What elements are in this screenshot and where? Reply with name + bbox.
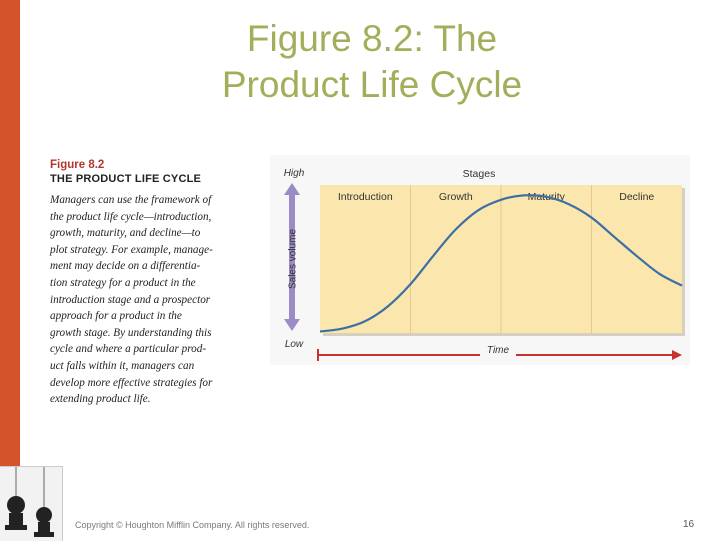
caption-line: tion strategy for a product in the	[50, 276, 196, 289]
slide-title-line-1: Figure 8.2: The	[246, 18, 498, 59]
page-number: 16	[683, 519, 695, 530]
x-axis-label: Time	[487, 345, 510, 356]
caption-line: cycle and where a particular prod-	[50, 343, 207, 356]
chess-pieces-icon	[5, 467, 54, 537]
caption-line: uct falls within it, managers can	[50, 359, 195, 372]
caption-line: introduction stage and a prospector	[50, 293, 211, 306]
y-high-label: High	[284, 168, 305, 179]
caption-line: growth, maturity, and decline—to	[50, 227, 201, 240]
figure-caption: Figure 8.2 THE PRODUCT LIFE CYCLE Manage…	[50, 158, 232, 408]
caption-line: the product life cycle—introduction,	[50, 210, 212, 223]
stage-label: Decline	[619, 191, 654, 203]
caption-text: Managers can use the framework of the pr…	[50, 192, 232, 408]
y-axis-label: Sales volume	[288, 229, 299, 289]
stage-label: Growth	[439, 191, 473, 203]
caption-line: approach for a product in the	[50, 310, 182, 323]
product-life-cycle-chart: Introduction Growth Maturity DeclineStagesH…	[270, 155, 690, 365]
y-low-label: Low	[285, 339, 304, 350]
caption-line: extending product life.	[50, 393, 151, 406]
sales-volume-arrow-up	[284, 183, 300, 195]
time-arrow-head	[672, 350, 682, 360]
left-accent-bar	[0, 0, 20, 540]
figure-number: Figure 8.2	[50, 159, 105, 171]
sales-volume-arrow-shaft	[289, 193, 295, 321]
caption-line: growth stage. By understanding this	[50, 326, 212, 339]
sales-curve	[319, 194, 683, 333]
figure-title: THE PRODUCT LIFE CYCLE	[50, 173, 202, 185]
publisher-logo	[0, 466, 63, 541]
stage-label: Introduction	[338, 191, 393, 203]
sales-volume-arrow-down	[284, 319, 300, 331]
caption-line: develop more effective strategies for	[50, 376, 213, 389]
caption-line: Managers can use the framework of	[50, 194, 212, 206]
caption-line: ment may decide on a differentia-	[50, 260, 201, 273]
time-label-backdrop	[480, 344, 516, 358]
chart-title: Stages	[463, 168, 496, 180]
slide-title-line-2: Product Life Cycle	[221, 64, 523, 105]
caption-line: plot strategy. For example, manage-	[50, 243, 213, 256]
copyright-notice: Copyright © Houghton Mifflin Company. Al…	[75, 520, 310, 530]
slide-title: Figure 8.2: The Product Life Cycle	[40, 16, 704, 108]
